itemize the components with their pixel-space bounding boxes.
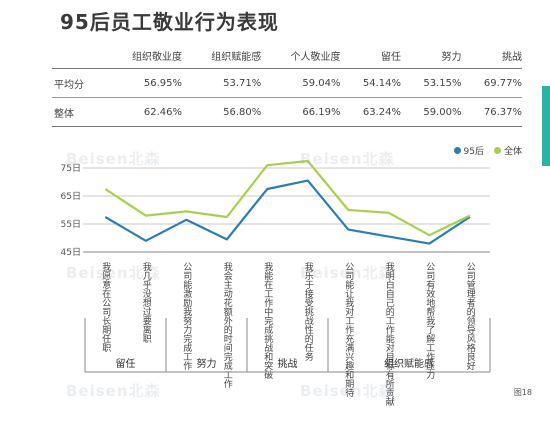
y-tick-label: 55日	[61, 219, 81, 230]
summary-table: 组织敬业度 组织赋能感 个人敬业度 留任 努力 挑战 平均分 56.95% 53…	[52, 42, 522, 127]
row-label: 整体	[52, 97, 103, 127]
table-cell: 53.71%	[182, 68, 262, 98]
watermark: Beisen北森	[66, 150, 161, 168]
table-header-cell: 组织赋能感	[182, 42, 262, 69]
table-cell: 54.14%	[340, 68, 401, 98]
y-tick-label: 75日	[61, 163, 81, 174]
table-cell: 56.80%	[182, 97, 262, 127]
x-tick-label: 公司能激励我努力完成工作	[181, 262, 192, 371]
watermark: Beisen北森	[300, 264, 395, 282]
legend-item-all: 全体	[493, 144, 522, 157]
legend-item-95: 95后	[453, 144, 484, 157]
y-tick-label: 65日	[61, 191, 81, 202]
x-tick-label: 我会主动花额外的时间完成工作	[222, 262, 233, 389]
series-line	[104, 179, 471, 245]
x-tick-label: 公司能让我对工作充满兴趣和期待	[343, 262, 354, 398]
x-tick-label: 公司管理者的领导风格良好	[465, 262, 476, 371]
watermark: Beisen北森	[300, 150, 395, 168]
table-header-cell: 个人敬业度	[261, 42, 341, 69]
series-line	[104, 159, 471, 237]
legend-label: 95后	[463, 147, 484, 157]
watermark: Beisen北森	[66, 264, 161, 282]
group-label: 挑战	[278, 357, 298, 370]
group-label: 留任	[116, 357, 136, 370]
table-cell: 53.15%	[401, 68, 462, 98]
table-cell: 66.19%	[261, 97, 341, 127]
figure-label: 图18	[513, 388, 532, 397]
table-header-cell: 努力	[401, 42, 462, 69]
watermark: Beisen北森	[300, 382, 395, 400]
side-tab	[542, 86, 550, 166]
table-row: 平均分 56.95% 53.71% 59.04% 54.14% 53.15% 6…	[52, 68, 522, 98]
x-tick-label: 我几乎没想过要离职	[141, 262, 152, 344]
x-tick-label: 公司有效地帮我了解工作压力	[424, 262, 435, 380]
table-cell: 56.95%	[102, 68, 182, 98]
x-tick-label: 我愿意在公司长期任职	[100, 262, 111, 353]
table-cell: 62.46%	[102, 97, 182, 127]
table-cell: 59.00%	[401, 97, 462, 127]
y-tick-label: 45日	[61, 247, 81, 258]
table-cell: 76.37%	[461, 97, 522, 127]
x-tick-label: 我能在工作中完成挑战和突破	[262, 262, 273, 380]
legend-label: 全体	[503, 147, 522, 157]
table-row: 整体 62.46% 56.80% 66.19% 63.24% 59.00% 76…	[52, 97, 522, 127]
table-header-cell: 挑战	[461, 42, 522, 69]
table-cell: 63.24%	[340, 97, 401, 127]
table-header-row: 组织敬业度 组织赋能感 个人敬业度 留任 努力 挑战	[52, 42, 522, 69]
chart-legend: 95后 全体	[453, 144, 522, 157]
table-cell: 59.04%	[261, 68, 341, 98]
legend-dot-icon	[453, 147, 461, 154]
group-label: 努力	[197, 357, 217, 370]
row-label: 平均分	[52, 68, 103, 98]
legend-dot-icon	[493, 147, 501, 154]
x-tick-label: 我乐于接受挑战性的任务	[303, 262, 314, 362]
table-header-cell: 组织敬业度	[102, 42, 182, 69]
table-cell: 69.77%	[461, 68, 522, 98]
table-header-cell: 留任	[340, 42, 401, 69]
x-tick-label: 我明白自己的工作能对目标有所贡献	[384, 262, 395, 407]
page-title: 95后员工敬业行为表现	[60, 10, 279, 34]
group-label: 组织赋能感	[384, 357, 434, 370]
table-header-corner	[52, 42, 103, 69]
watermark: Beisen北森	[66, 382, 161, 400]
